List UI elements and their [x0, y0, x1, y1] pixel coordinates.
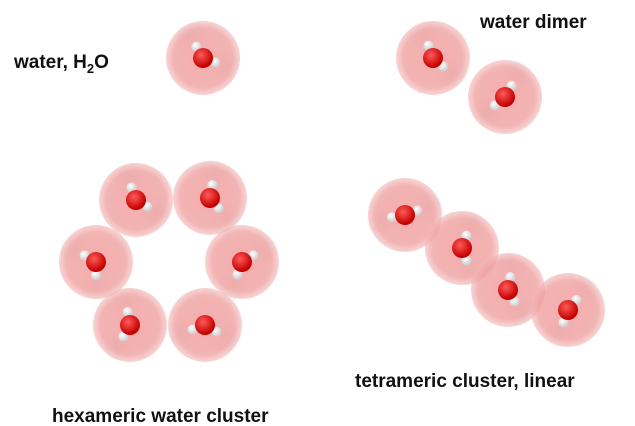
water-molecule [396, 20, 470, 95]
water-molecule [166, 21, 241, 95]
hydrogen [126, 182, 137, 193]
oxygen [423, 48, 443, 68]
label-suffix: O [94, 52, 109, 73]
oxygen [193, 48, 213, 68]
hydrogen [461, 230, 472, 241]
oxygen [126, 190, 146, 210]
hydrogen [122, 307, 133, 318]
hydrogen [232, 269, 243, 280]
water-molecule [99, 162, 173, 237]
hydrogen [91, 270, 101, 281]
molecules [59, 20, 605, 362]
hydrogen [187, 324, 198, 335]
water-molecule [531, 273, 605, 348]
label-text: water, H [13, 52, 87, 73]
hydrogen [412, 205, 423, 216]
oxygen [120, 315, 140, 335]
oxygen [452, 238, 472, 258]
tetramer-label: tetrameric cluster, linear [355, 371, 575, 392]
water-molecule [471, 251, 545, 327]
oxygen [86, 252, 106, 272]
hydrogen [505, 272, 516, 283]
water-molecule [366, 178, 443, 252]
hydrogen [558, 317, 569, 328]
dimer-label: water dimer [479, 12, 587, 33]
hydrogen [207, 180, 218, 191]
label-subscript: 2 [87, 61, 94, 76]
oxygen [498, 280, 518, 300]
hydrogen [387, 212, 398, 223]
water-molecule [205, 225, 279, 300]
hydrogen [423, 40, 434, 51]
water-molecule [59, 225, 133, 301]
water-label: water, H2O [13, 52, 109, 76]
water-molecule [468, 60, 542, 134]
water-molecule [93, 286, 167, 362]
water-molecule [167, 288, 242, 362]
oxygen [232, 252, 252, 272]
hydrogen [461, 255, 472, 266]
hexamer-label: hexameric water cluster [52, 406, 269, 426]
oxygen [200, 188, 220, 208]
oxygen [558, 300, 578, 320]
oxygen [495, 87, 515, 107]
oxygen [395, 205, 415, 225]
oxygen [195, 315, 215, 335]
hydrogen [210, 57, 221, 68]
water-molecule [173, 159, 247, 235]
